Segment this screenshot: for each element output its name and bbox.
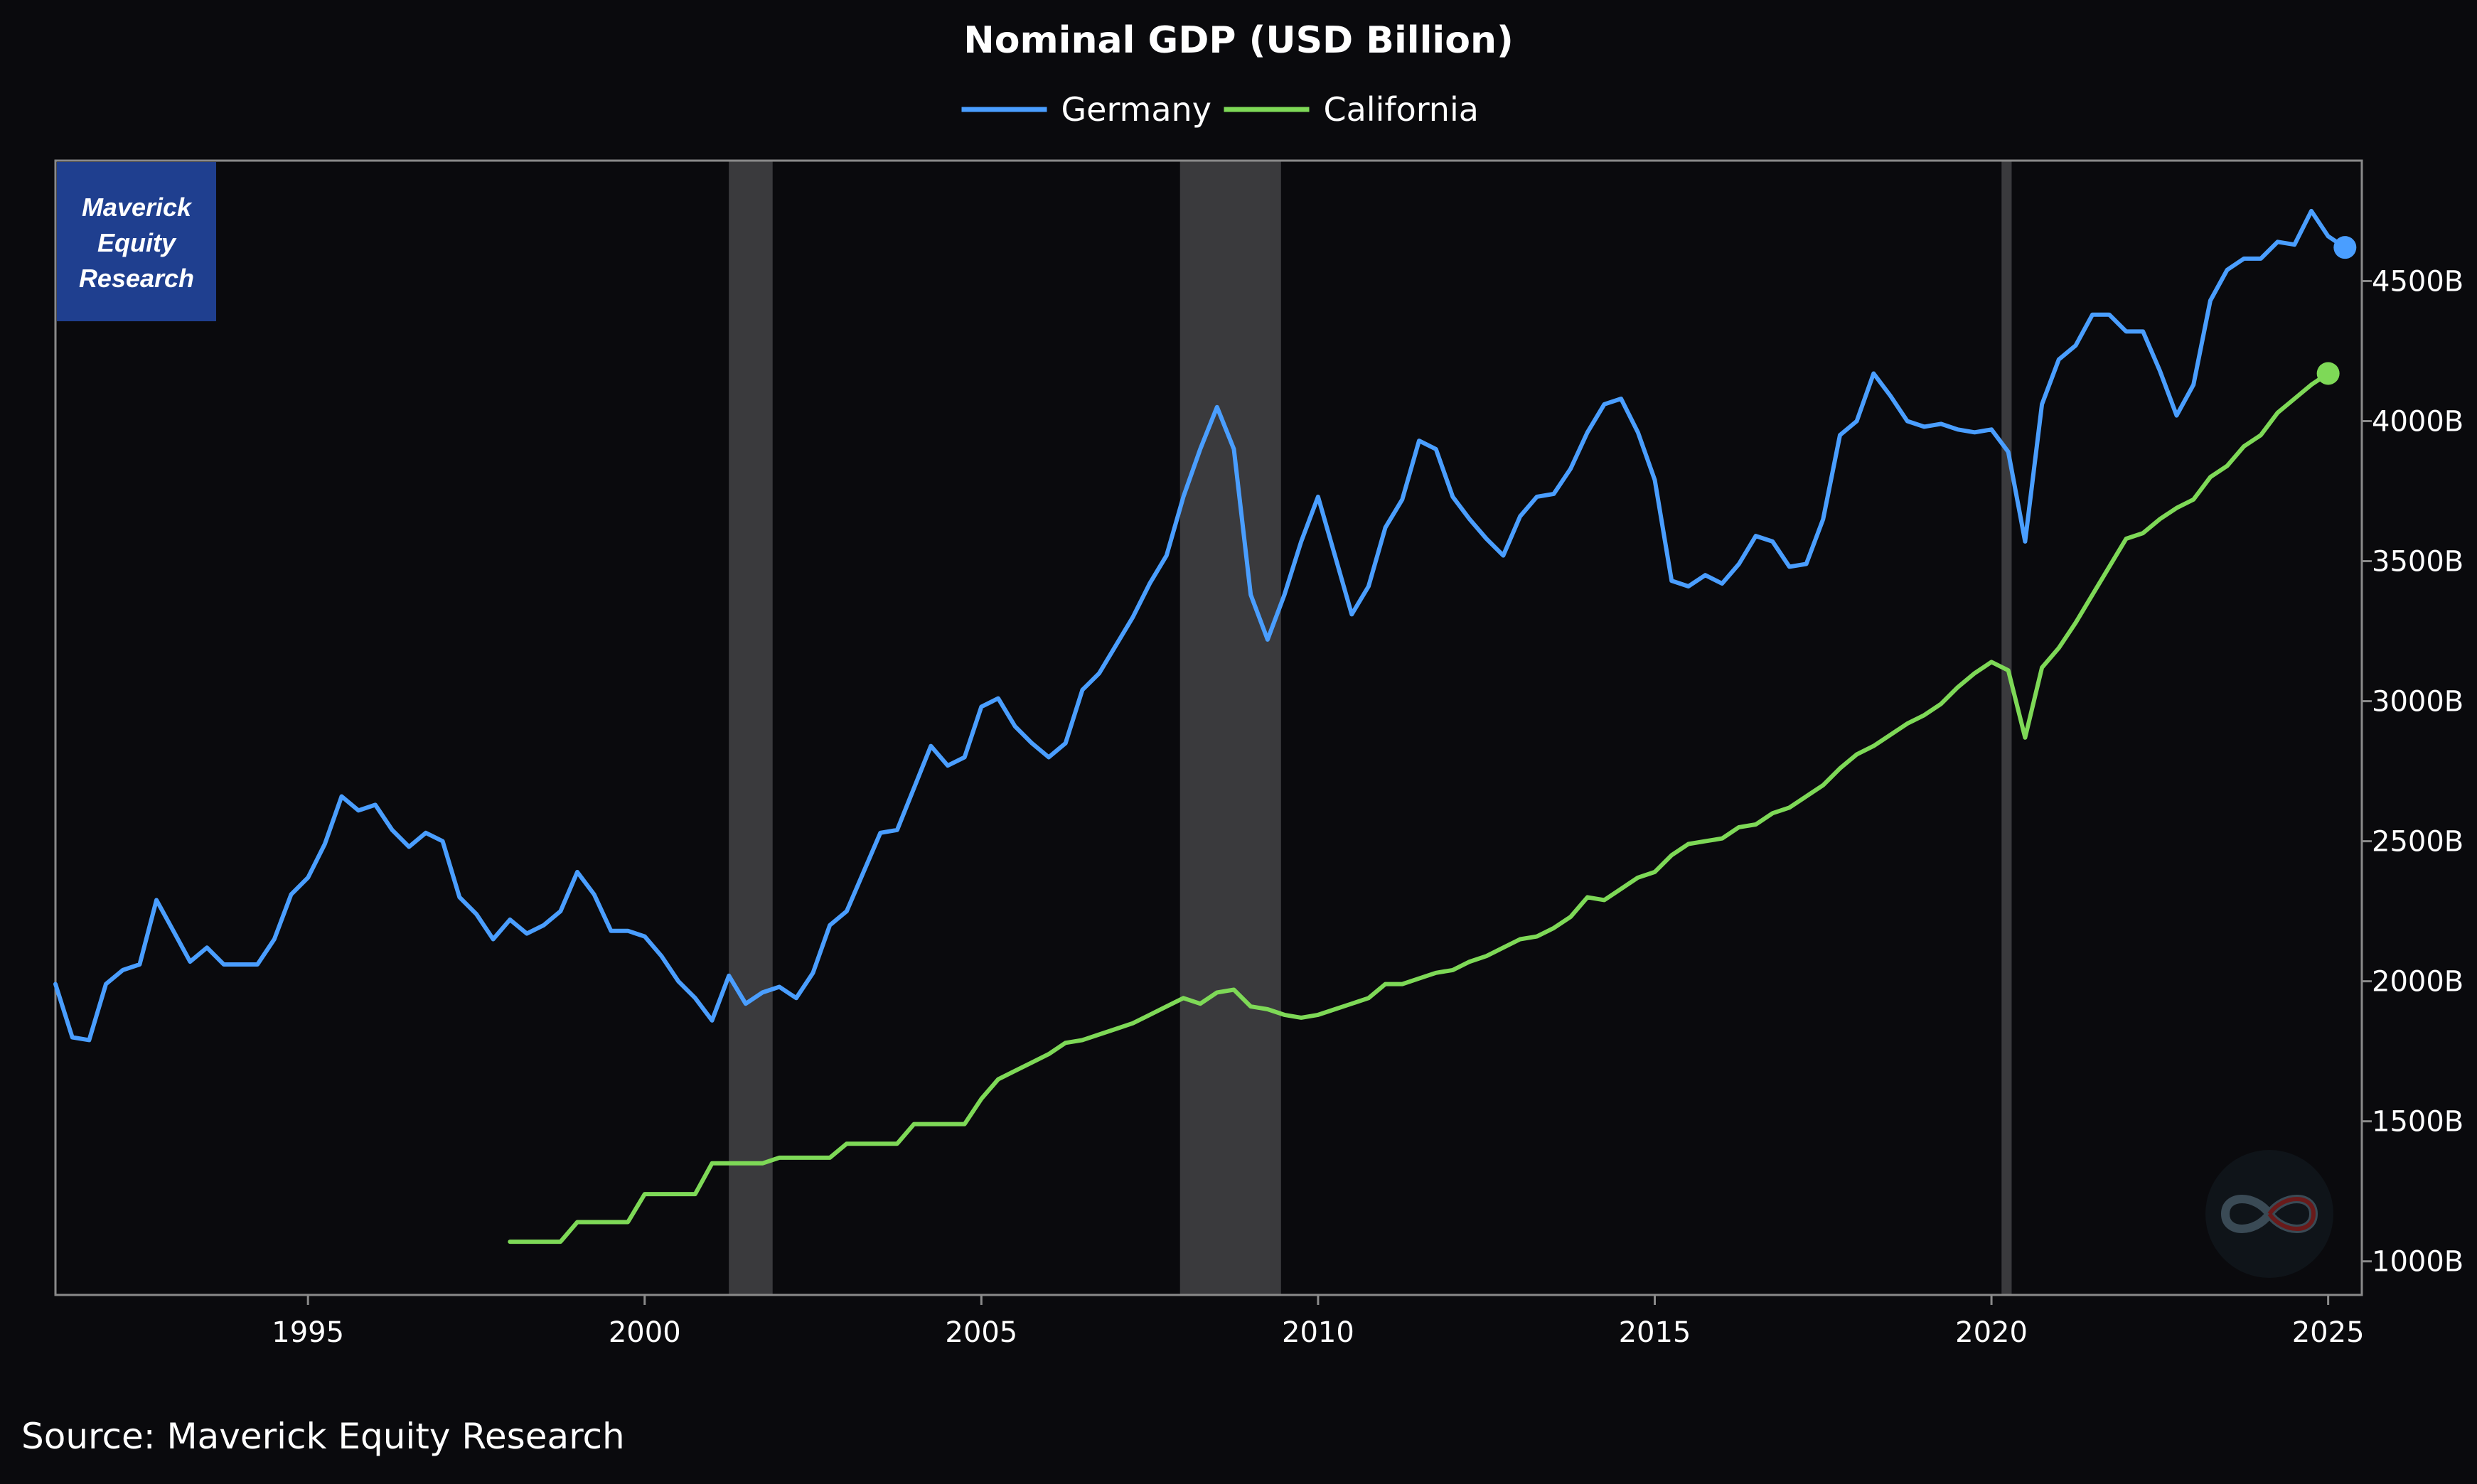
y-tick-label-2500: 2500B xyxy=(2372,826,2463,859)
series-line-california xyxy=(508,371,2331,1244)
source-note: Source: Maverick Equity Research xyxy=(21,1416,625,1457)
x-tick-label-2025: 2025 xyxy=(2292,1316,2365,1349)
legend: Germany California xyxy=(961,90,1479,129)
series-end-point-germany xyxy=(2333,236,2357,259)
y-tick-label-3500: 3500B xyxy=(2372,546,2463,579)
x-tick-label-2000: 2000 xyxy=(609,1316,681,1349)
y-tick-label-4500: 4500B xyxy=(2372,265,2463,298)
recession-band-3 xyxy=(2001,161,2012,1295)
y-tick-label-3000: 3000B xyxy=(2372,686,2463,719)
infinity-icon-accent xyxy=(2267,1197,2316,1231)
watermark-line-1: Maverick xyxy=(82,193,193,222)
y-axis: 1000B 1500B 2000B 2500B 3000B 3500B 4000B 4500B xyxy=(2362,265,2463,1279)
x-axis: 1995 2000 2005 2010 2015 2020 2025 xyxy=(272,1295,2365,1349)
x-tick-label-2010: 2010 xyxy=(1282,1316,1354,1349)
infinity-logo xyxy=(2205,1150,2333,1278)
series-lines xyxy=(53,208,2357,1244)
x-tick-label-2005: 2005 xyxy=(945,1316,1017,1349)
legend-label-germany: Germany xyxy=(1061,90,1211,129)
y-tick-label-1500: 1500B xyxy=(2372,1106,2463,1139)
y-tick-label-4000: 4000B xyxy=(2372,405,2463,438)
x-tick-label-1995: 1995 xyxy=(272,1316,344,1349)
recession-band-2 xyxy=(1179,161,1281,1295)
series-line-germany xyxy=(53,208,2348,1043)
y-tick-label-1000: 1000B xyxy=(2372,1246,2463,1279)
chart-title: Nominal GDP (USD Billion) xyxy=(963,19,1514,62)
legend-label-california: California xyxy=(1324,90,1479,129)
y-tick-label-2000: 2000B xyxy=(2372,966,2463,999)
plot-frame xyxy=(54,159,2363,1296)
series-end-point-california xyxy=(2316,362,2340,385)
watermark-line-3: Research xyxy=(79,264,194,293)
watermark-line-2: Equity xyxy=(97,228,177,257)
x-tick-label-2020: 2020 xyxy=(1955,1316,2028,1349)
recession-band-1 xyxy=(729,161,773,1295)
watermark-badge: Maverick Equity Research xyxy=(57,162,216,321)
x-tick-label-2015: 2015 xyxy=(1619,1316,1691,1349)
watermark-badge-background xyxy=(57,162,216,321)
